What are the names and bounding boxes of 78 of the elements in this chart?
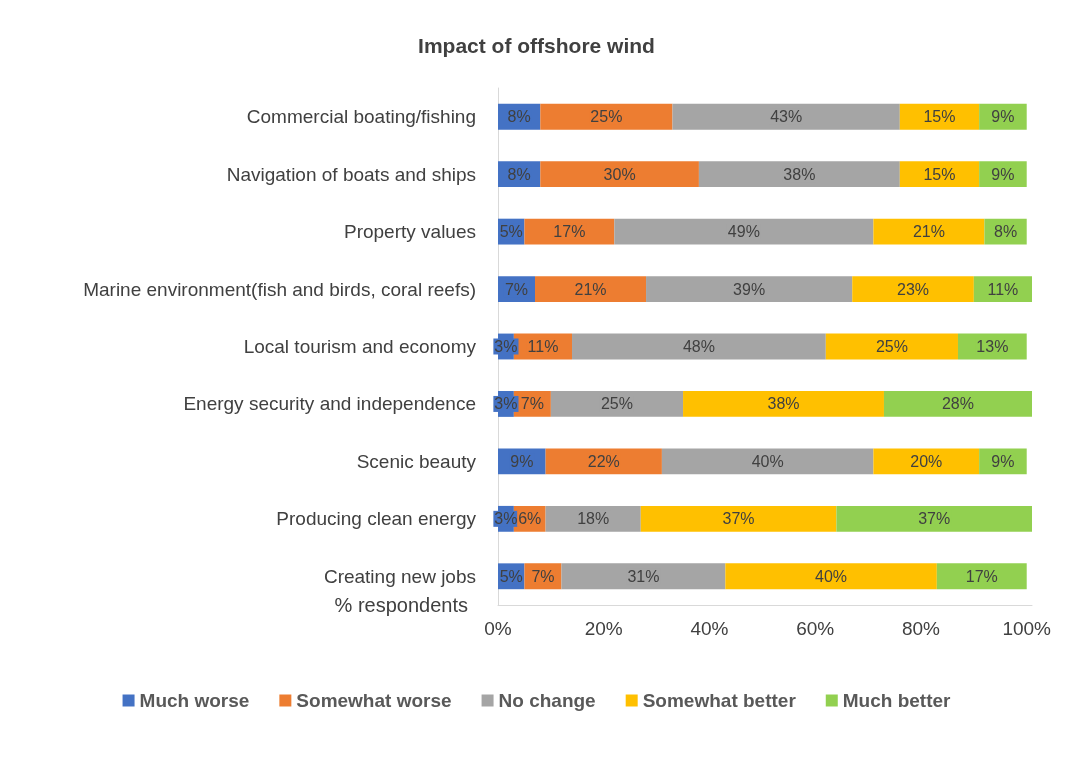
bar [883, 391, 1032, 417]
data-label: 40% [751, 452, 784, 470]
bar [646, 276, 853, 302]
bar [572, 333, 826, 360]
y-tick-label: Producing clean energy [276, 508, 477, 530]
data-label: 9% [991, 108, 1015, 126]
data-label: 25% [590, 108, 623, 126]
data-label: 6% [518, 510, 542, 528]
bar [614, 218, 874, 245]
y-tick-label: Commercial boating/fishing [246, 106, 476, 128]
data-label: 38% [767, 395, 800, 413]
data-label: 11% [527, 338, 559, 355]
data-label: 20% [910, 452, 943, 470]
x-tick-label: 100% [1002, 618, 1052, 639]
data-label: 5% [499, 567, 523, 585]
data-label: 15% [923, 108, 956, 126]
bar [661, 448, 874, 475]
data-label: 3% [494, 395, 518, 413]
data-label: 48% [682, 338, 715, 355]
y-tick-label: Creating new jobs [323, 565, 476, 587]
data-label: 38% [783, 165, 816, 183]
chart-title: Impact of offshore wind [418, 34, 655, 57]
data-label: 9% [991, 452, 1015, 470]
data-label: 22% [587, 452, 620, 470]
x-tick-label: 0% [484, 618, 512, 639]
bar [640, 505, 837, 532]
data-label: 49% [727, 223, 760, 241]
data-label: 7% [531, 567, 555, 585]
data-label: 17% [553, 223, 586, 241]
data-label: 18% [577, 510, 610, 528]
legend-label: Much better [842, 690, 952, 711]
legend-label: Much worse [139, 690, 250, 711]
data-label: 21% [912, 223, 945, 241]
y-tick-label: Navigation of boats and ships [226, 163, 476, 185]
bar [672, 103, 900, 130]
bar [683, 391, 884, 417]
legend-label: Somewhat better [642, 690, 797, 711]
bar [698, 161, 900, 188]
data-label: 40% [815, 567, 848, 585]
data-label: 28% [941, 395, 974, 413]
data-label: 11% [987, 280, 1019, 298]
y-tick-label: Local tourism and economy [243, 336, 477, 357]
bar [561, 563, 726, 590]
data-label: 7% [504, 280, 529, 298]
data-label: 25% [875, 338, 908, 355]
legend-label: Somewhat worse [296, 690, 452, 711]
y-tick-label: Scenic beauty [356, 450, 477, 472]
y-tick-label: Energy security and independence [183, 393, 476, 415]
data-label: 8% [994, 223, 1018, 241]
data-label: 39% [733, 280, 766, 298]
data-label: 31% [627, 567, 660, 585]
legend-label: No change [498, 690, 596, 711]
bar [540, 161, 699, 188]
data-label: 5% [499, 223, 523, 241]
data-label: 43% [770, 108, 803, 126]
data-label: 8% [507, 108, 531, 126]
x-tick-label: 80% [901, 618, 941, 639]
data-label: 37% [918, 510, 951, 528]
data-label: 21% [574, 280, 607, 298]
data-label: 9% [991, 165, 1015, 183]
bar [836, 505, 1032, 532]
data-label: 8% [507, 165, 531, 183]
data-label: 15% [923, 165, 956, 183]
data-label: 30% [603, 165, 636, 183]
data-label: 17% [965, 567, 998, 585]
x-tick-label: 60% [796, 618, 835, 639]
data-label: 9% [510, 452, 534, 470]
x-tick-label: 40% [690, 618, 729, 639]
data-label: 23% [897, 280, 930, 298]
data-label: 13% [976, 338, 1009, 355]
y-tick-label: Marine environment(fish and birds, coral reefs) [83, 278, 476, 300]
data-label: 7% [520, 395, 544, 413]
data-label: 37% [722, 510, 755, 528]
x-tick-label: 20% [584, 618, 623, 639]
data-label: 25% [600, 395, 633, 413]
x-axis-title: % respondents [334, 594, 468, 616]
bar [725, 563, 937, 590]
y-tick-label: Property values [343, 221, 476, 243]
